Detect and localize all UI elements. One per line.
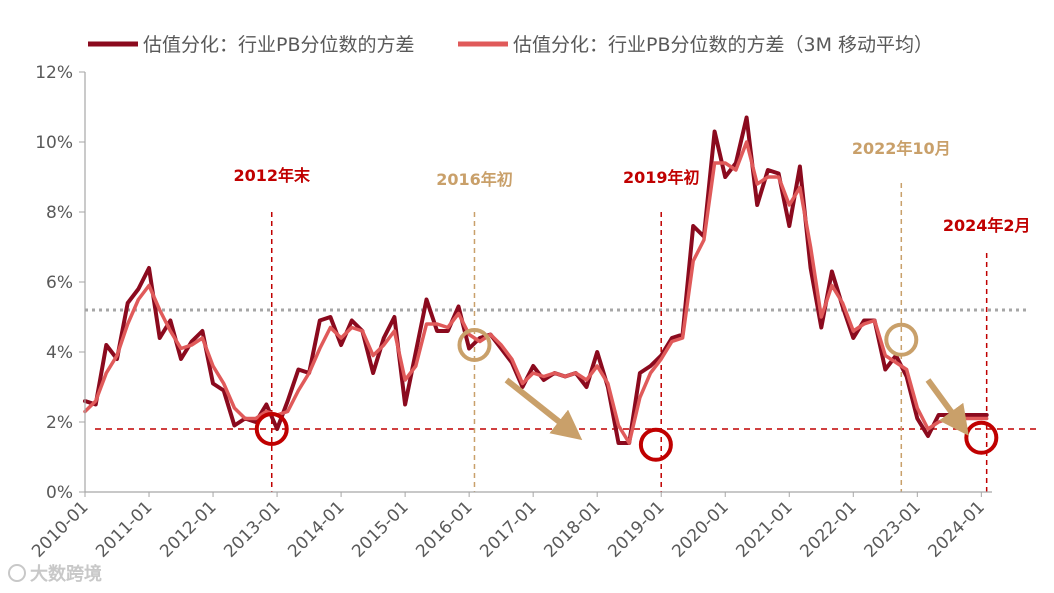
markers bbox=[254, 322, 999, 462]
x-tick-label: 2020-01 bbox=[668, 497, 732, 561]
x-tick-label: 2010-01 bbox=[28, 497, 92, 561]
highlight-circle bbox=[884, 322, 919, 357]
annotation-label: 2012年末 bbox=[233, 166, 311, 185]
highlight-circle bbox=[457, 328, 492, 362]
series-line-ma bbox=[83, 140, 989, 445]
highlight-circle bbox=[638, 427, 673, 462]
watermark: 大数跨境 bbox=[8, 563, 102, 585]
x-tick-label: 2019-01 bbox=[604, 497, 668, 561]
y-tick-label: 0% bbox=[46, 483, 73, 503]
x-tick-label: 2024-01 bbox=[924, 497, 988, 561]
x-tick-label: 2014-01 bbox=[284, 497, 348, 561]
x-tick-label: 2013-01 bbox=[220, 497, 284, 561]
x-tick-label: 2021-01 bbox=[732, 497, 796, 561]
y-tick-label: 6% bbox=[46, 273, 73, 293]
legend-label-raw: 估值分化：行业PB分位数的方差 bbox=[143, 34, 415, 56]
x-tick-label: 2023-01 bbox=[860, 497, 924, 561]
reference-lines bbox=[85, 308, 1040, 430]
highlight-circle bbox=[964, 420, 999, 455]
highlight-circle bbox=[254, 412, 289, 446]
trend-arrow bbox=[925, 378, 969, 436]
series-line-raw bbox=[83, 115, 989, 445]
x-tick-label: 2016-01 bbox=[412, 497, 476, 561]
x-tick-label: 2017-01 bbox=[476, 497, 540, 561]
x-tick-label: 2011-01 bbox=[92, 497, 156, 561]
y-tick-label: 2% bbox=[46, 413, 73, 433]
x-tick-label: 2015-01 bbox=[348, 497, 412, 561]
annotation-label: 2024年2月 bbox=[943, 216, 1031, 235]
annotations: 2012年末 2016年初 2019年初 2022年10月 2024年2月 bbox=[233, 139, 1031, 492]
watermark-logo-icon bbox=[8, 564, 26, 582]
legend: 估值分化：行业PB分位数的方差 估值分化：行业PB分位数的方差（3M 移动平均） bbox=[88, 34, 933, 56]
annotation-label: 2016年初 bbox=[436, 170, 513, 189]
y-tick-label: 8% bbox=[46, 203, 73, 223]
legend-label-ma: 估值分化：行业PB分位数的方差（3M 移动平均） bbox=[513, 34, 933, 56]
x-tick-label: 2012-01 bbox=[156, 497, 220, 561]
y-tick-label: 10% bbox=[35, 133, 73, 153]
series-lines bbox=[83, 115, 989, 445]
annotation-label: 2022年10月 bbox=[852, 139, 951, 158]
x-tick-label: 2022-01 bbox=[796, 497, 860, 561]
y-tick-label: 12% bbox=[35, 63, 73, 83]
x-tick-label: 2018-01 bbox=[540, 497, 604, 561]
y-tick-label: 4% bbox=[46, 343, 73, 363]
trend-arrow bbox=[504, 377, 583, 441]
watermark-text: 大数跨境 bbox=[30, 563, 102, 585]
annotation-label: 2019年初 bbox=[623, 168, 700, 187]
